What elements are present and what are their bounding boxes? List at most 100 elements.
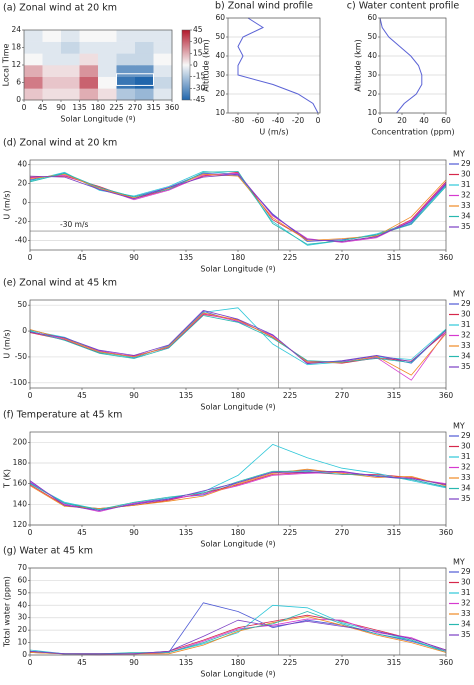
legend-label: 30 — [461, 170, 471, 179]
heat-cell — [116, 30, 136, 42]
x-tick-label: 45 — [77, 528, 87, 537]
x-tick-label: 225 — [283, 391, 298, 400]
legend-label: 35 — [461, 362, 471, 371]
colorbar-tick-label: -30 — [193, 83, 205, 92]
y-tick-label: 30 — [17, 613, 27, 622]
colorbar-tick-label: 0 — [193, 60, 198, 69]
x-tick-label: 225 — [109, 103, 124, 112]
heat-cell — [24, 88, 43, 101]
legend-label: 32 — [461, 463, 471, 472]
x-tick-label: 315 — [387, 528, 402, 537]
plot-frame — [23, 29, 173, 101]
x-tick-label: 0 — [22, 103, 27, 112]
x-tick-label: 0 — [28, 253, 33, 262]
heat-cell — [153, 53, 173, 66]
legend-label: 33 — [461, 341, 471, 350]
y-tick-label: 30 — [367, 70, 377, 79]
legend-label: 32 — [461, 331, 471, 340]
y-tick-label: 30 — [215, 70, 225, 79]
y-tick-label: -20 — [15, 217, 27, 226]
heat-cell — [79, 53, 99, 66]
colorbar — [181, 29, 191, 101]
legend-label: 34 — [461, 352, 471, 361]
x-axis-label: Solar Longitude (º) — [200, 265, 275, 274]
heat-cell — [79, 41, 99, 54]
x-tick-label: 180 — [231, 253, 246, 262]
colorbar-tick-label: -45 — [193, 95, 205, 104]
x-tick-label: 360 — [165, 103, 180, 112]
heat-cell — [42, 88, 62, 101]
plot-frame — [379, 17, 447, 114]
chart-title: (f) Temperature at 45 km — [3, 410, 122, 421]
heat-cell — [24, 53, 43, 66]
y-tick-label: 40 — [17, 160, 27, 169]
series-line — [29, 314, 447, 364]
colorbar-tick-label: 45 — [193, 25, 203, 34]
legend-label: 29 — [461, 567, 471, 576]
y-tick-label: 20 — [215, 89, 225, 98]
y-tick-label: 180 — [13, 458, 28, 467]
legend-label: 34 — [461, 620, 471, 629]
x-tick-label: 315 — [387, 391, 402, 400]
heat-cell — [116, 41, 136, 54]
y-axis-label: U (m/s) — [3, 329, 12, 358]
y-axis-label: Local Time — [2, 43, 11, 86]
x-axis-label: U (m/s) — [259, 128, 288, 137]
y-tick-label: 0 — [22, 650, 27, 659]
y-tick-label: 20 — [17, 625, 27, 634]
heat-cell — [61, 53, 80, 66]
chart-title: c) Water content profile — [347, 1, 460, 12]
y-tick-label: 50 — [215, 32, 225, 41]
series-line — [29, 310, 447, 365]
y-axis-label: T (K) — [3, 469, 12, 489]
x-axis-label: Solar Longitude (º) — [200, 403, 275, 412]
x-tick-label: 315 — [146, 103, 161, 112]
y-tick-label: -50 — [15, 352, 27, 361]
y-tick-label: 20 — [17, 179, 27, 188]
x-tick-label: 270 — [335, 391, 350, 400]
heat-cell — [98, 53, 117, 66]
y-tick-label: 0 — [16, 95, 21, 104]
heat-cell — [135, 88, 154, 101]
heat-cell — [116, 53, 136, 66]
series-line — [29, 311, 447, 364]
x-tick-label: 270 — [335, 253, 350, 262]
legend-label: 31 — [461, 180, 471, 189]
x-tick-label: 315 — [387, 658, 402, 667]
x-tick-label: 180 — [231, 528, 246, 537]
colorbar-tick-label: 30 — [193, 37, 203, 46]
heat-cell — [135, 30, 154, 42]
x-tick-label: -40 — [272, 116, 284, 125]
series-line — [29, 468, 447, 509]
x-tick-label: 90 — [56, 103, 66, 112]
heat-cell — [79, 88, 99, 101]
y-tick-label: 40 — [17, 600, 27, 609]
x-tick-label: 135 — [179, 391, 194, 400]
legend-label: 31 — [461, 588, 471, 597]
chart-title: (g) Water at 45 km — [3, 546, 93, 557]
legend-label: 35 — [461, 222, 471, 231]
legend-label: 32 — [461, 599, 471, 608]
y-tick-label: 50 — [367, 32, 377, 41]
y-tick-label: 120 — [13, 520, 28, 529]
y-axis-label: U (m/s) — [3, 190, 12, 219]
heat-cell — [153, 65, 173, 77]
x-tick-label: 225 — [283, 528, 298, 537]
legend-label: 29 — [461, 299, 471, 308]
profile-line — [237, 17, 319, 114]
heat-cell — [24, 65, 43, 77]
x-tick-label: 360 — [439, 658, 454, 667]
y-tick-label: 200 — [13, 437, 28, 446]
y-tick-label: 0 — [22, 198, 27, 207]
colorbar-tick-label: -15 — [193, 72, 205, 81]
heat-cell — [42, 30, 62, 42]
heat-cell — [24, 76, 43, 89]
plot-frame — [29, 431, 447, 526]
legend-label: 32 — [461, 191, 471, 200]
series-line — [29, 315, 447, 363]
legend-label: 34 — [461, 484, 471, 493]
y-tick-label: 40 — [367, 51, 377, 60]
series-line — [29, 171, 447, 245]
legend-title: MY — [453, 290, 465, 299]
x-tick-label: 225 — [283, 253, 298, 262]
